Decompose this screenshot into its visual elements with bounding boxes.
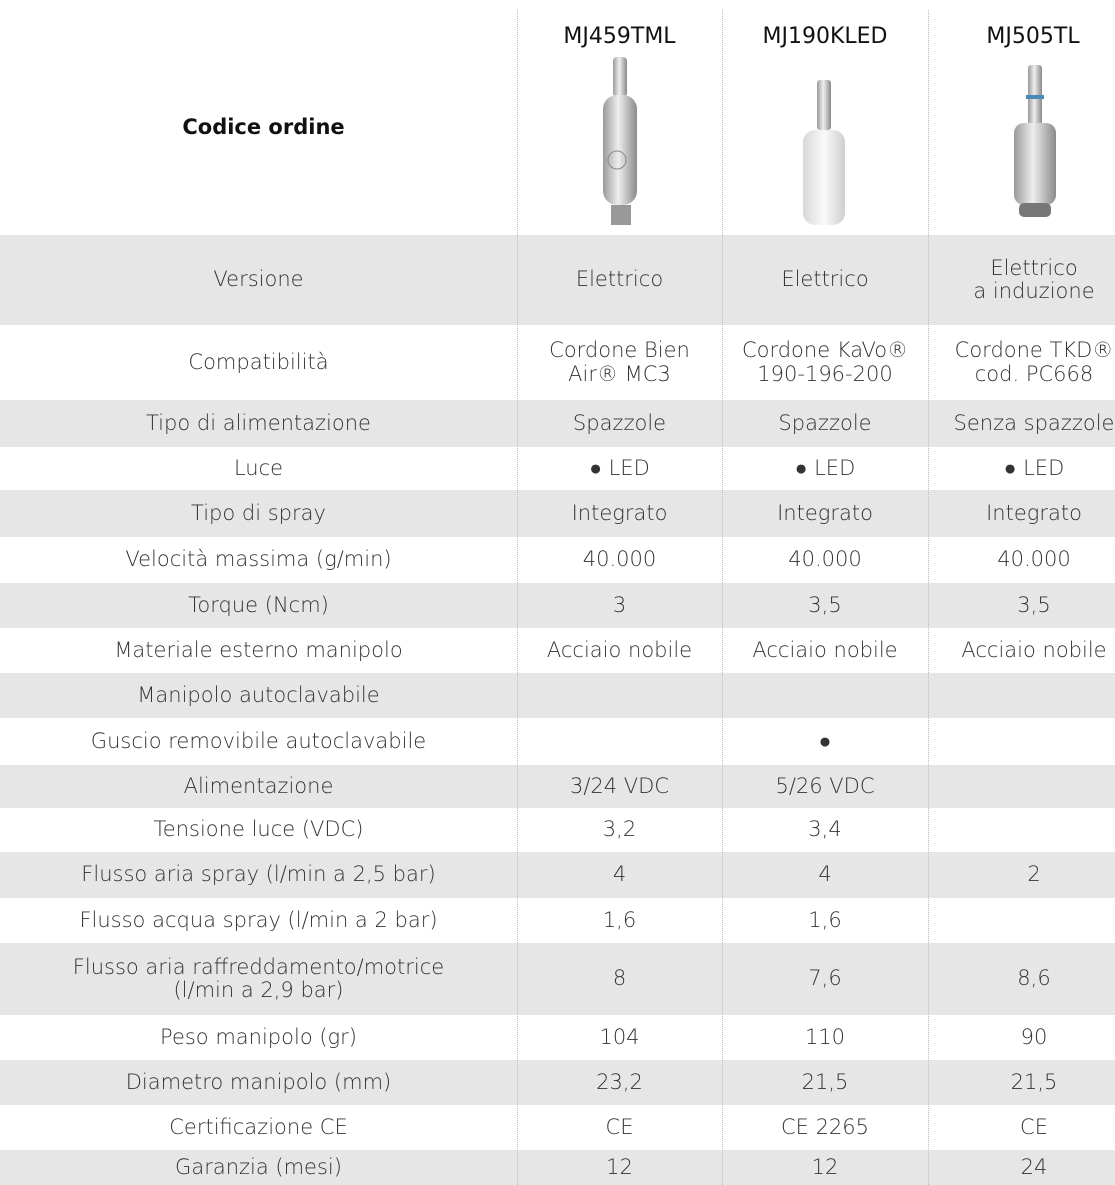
cell-value: 40.000 — [517, 537, 722, 583]
cell-value: 40.000 — [928, 537, 1115, 583]
header-title: Codice ordine — [0, 115, 527, 139]
row-label: Guscio removibile autoclavabile — [0, 718, 517, 765]
handpiece-1 — [603, 57, 637, 225]
cell-value: CE — [928, 1105, 1115, 1150]
row-label: Peso manipolo (gr) — [0, 1015, 517, 1060]
table-row: Manipolo autoclavabile — [0, 673, 1115, 718]
row-label: Diametro manipolo (mm) — [0, 1060, 517, 1105]
product-name: MJ190KLED — [722, 24, 928, 49]
cell-value: 40.000 — [722, 537, 928, 583]
column-divider — [928, 10, 929, 1185]
cell-value: 24 — [928, 1150, 1115, 1185]
table-row: Luce● LED● LED● LED — [0, 447, 1115, 490]
cell-value: ● LED — [517, 447, 722, 490]
product-images — [517, 55, 1115, 235]
cell-value: 3,2 — [517, 808, 722, 852]
cell-value: Spazzole — [517, 400, 722, 447]
row-label: Certificazione CE — [0, 1105, 517, 1150]
row-label: Tipo di spray — [0, 490, 517, 537]
cell-value: 23,2 — [517, 1060, 722, 1105]
row-label: Compatibilità — [0, 325, 517, 400]
cell-value: ● — [722, 718, 928, 765]
cell-value: 21,5 — [722, 1060, 928, 1105]
cell-value: 3,4 — [722, 808, 928, 852]
cell-value: CE 2265 — [722, 1105, 928, 1150]
product-name: MJ459TML — [517, 24, 722, 49]
cell-value: 4 — [722, 852, 928, 898]
row-label: Luce — [0, 447, 517, 490]
cell-value: ● LED — [928, 447, 1115, 490]
handpiece-3 — [1014, 65, 1056, 217]
row-label: Tensione luce (VDC) — [0, 808, 517, 852]
cell-value: 2 — [928, 852, 1115, 898]
product-name: MJ505TL — [928, 24, 1115, 49]
column-divider — [517, 10, 518, 1185]
cell-value: Elettrico — [722, 235, 928, 325]
cell-value: Cordone Bien Air® MC3 — [517, 325, 722, 400]
row-label: Versione — [0, 235, 517, 325]
table-row: Flusso aria raffreddamento/motrice (l/mi… — [0, 943, 1115, 1015]
cell-value: 3/24 VDC — [517, 765, 722, 808]
cell-value: 21,5 — [928, 1060, 1115, 1105]
cell-value: Acciaio nobile — [722, 628, 928, 673]
cell-value: Cordone KaVo® 190-196-200 — [722, 325, 928, 400]
cell-value: CE — [517, 1105, 722, 1150]
table-row: Guscio removibile autoclavabile ● — [0, 718, 1115, 765]
cell-value: 104 — [517, 1015, 722, 1060]
cell-value: Elettrico — [517, 235, 722, 325]
page: Codice ordine MJ459TML MJ190KLED MJ505TL… — [0, 0, 1115, 1185]
cell-value: Senza spazzole — [928, 400, 1115, 447]
cell-value: 12 — [722, 1150, 928, 1185]
cell-value: Cordone TKD® cod. PC668 — [928, 325, 1115, 400]
row-label: Torque (Ncm) — [0, 583, 517, 628]
cell-value: Spazzole — [722, 400, 928, 447]
cell-value: Elettrico a induzione — [928, 235, 1115, 325]
column-divider — [722, 10, 723, 1185]
cell-value: 5/26 VDC — [722, 765, 928, 808]
cell-value: Integrato — [722, 490, 928, 537]
cell-value: 8,6 — [928, 943, 1115, 1015]
cell-value: Integrato — [517, 490, 722, 537]
cell-value: 8 — [517, 943, 722, 1015]
row-label: Tipo di alimentazione — [0, 400, 517, 447]
row-label: Garanzia (mesi) — [0, 1150, 517, 1185]
cell-value: Acciaio nobile — [928, 628, 1115, 673]
cell-value: Integrato — [928, 490, 1115, 537]
row-label: Alimentazione — [0, 765, 517, 808]
handpiece-2 — [803, 80, 845, 225]
cell-value: 7,6 — [722, 943, 928, 1015]
cell-value: 110 — [722, 1015, 928, 1060]
row-label: Flusso acqua spray (l/min a 2 bar) — [0, 898, 517, 943]
cell-value: 12 — [517, 1150, 722, 1185]
cell-value: 3 — [517, 583, 722, 628]
cell-value: 1,6 — [722, 898, 928, 943]
row-label: Materiale esterno manipolo — [0, 628, 517, 673]
cell-value: 3,5 — [722, 583, 928, 628]
row-label: Flusso aria raffreddamento/motrice (l/mi… — [0, 943, 517, 1015]
cell-value: 4 — [517, 852, 722, 898]
row-label: Velocità massima (g/min) — [0, 537, 517, 583]
cell-value: 1,6 — [517, 898, 722, 943]
cell-value: ● LED — [722, 447, 928, 490]
row-label: Flusso aria spray (l/min a 2,5 bar) — [0, 852, 517, 898]
row-label: Manipolo autoclavabile — [0, 673, 517, 718]
cell-value: 90 — [928, 1015, 1115, 1060]
cell-value: 3,5 — [928, 583, 1115, 628]
cell-value: Acciaio nobile — [517, 628, 722, 673]
